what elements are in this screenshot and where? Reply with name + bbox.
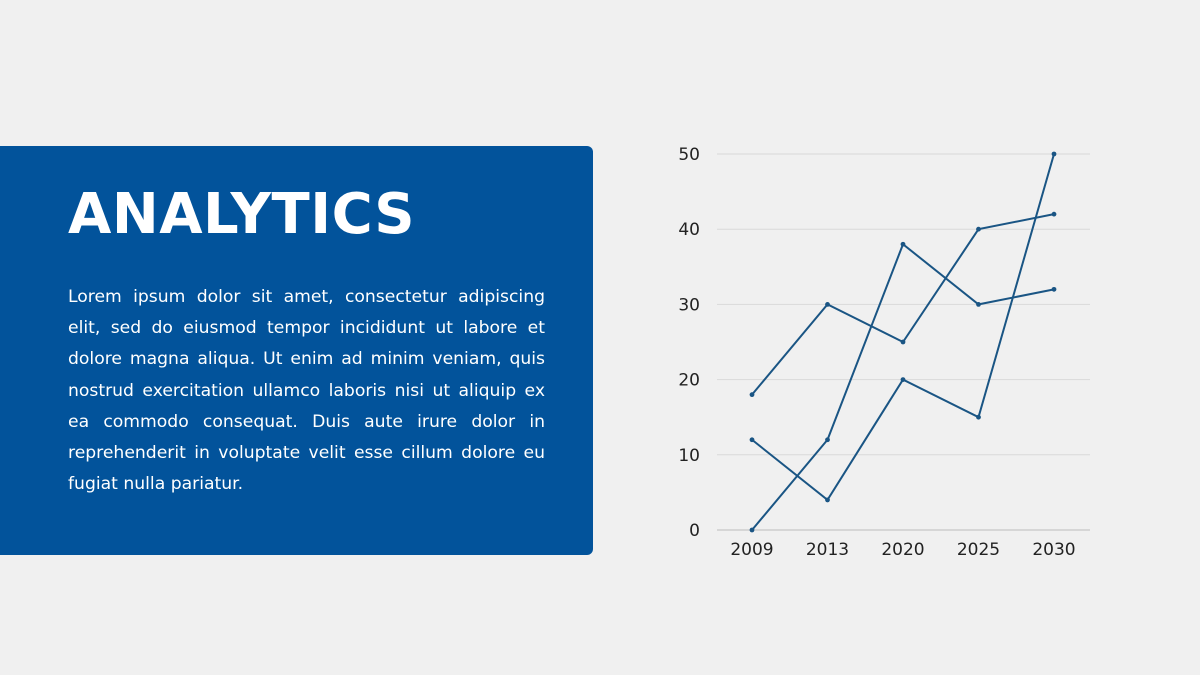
data-point bbox=[1051, 151, 1057, 157]
data-point bbox=[749, 527, 755, 533]
data-point bbox=[749, 437, 755, 443]
data-point bbox=[1051, 211, 1057, 217]
y-tick-label: 10 bbox=[678, 446, 700, 466]
text-panel bbox=[0, 146, 593, 555]
y-tick-label: 50 bbox=[678, 145, 700, 165]
x-tick-label: 2020 bbox=[881, 540, 924, 560]
y-tick-label: 0 bbox=[689, 521, 700, 541]
series-line-2 bbox=[751, 153, 1055, 502]
x-tick-label: 2013 bbox=[806, 540, 849, 560]
y-tick-label: 30 bbox=[678, 295, 700, 315]
data-point bbox=[900, 339, 906, 345]
data-point bbox=[749, 392, 755, 398]
slide-body-text: Lorem ipsum dolor sit amet, consectetur … bbox=[68, 287, 545, 495]
data-point bbox=[825, 437, 830, 443]
data-point bbox=[900, 241, 906, 247]
data-point bbox=[1051, 286, 1057, 292]
data-point bbox=[900, 377, 906, 382]
slide-title: ANALYTICS bbox=[68, 182, 416, 247]
series-line-3 bbox=[751, 242, 1055, 531]
y-tick-label: 40 bbox=[678, 220, 700, 240]
y-tick-label: 20 bbox=[678, 371, 700, 391]
data-point bbox=[825, 497, 830, 503]
x-tick-label: 2025 bbox=[957, 540, 1000, 560]
x-tick-label: 2009 bbox=[730, 540, 773, 560]
data-point bbox=[976, 414, 981, 420]
data-point bbox=[825, 302, 830, 307]
data-point bbox=[976, 226, 981, 232]
data-point bbox=[976, 302, 981, 307]
x-tick-label: 2030 bbox=[1032, 540, 1075, 560]
